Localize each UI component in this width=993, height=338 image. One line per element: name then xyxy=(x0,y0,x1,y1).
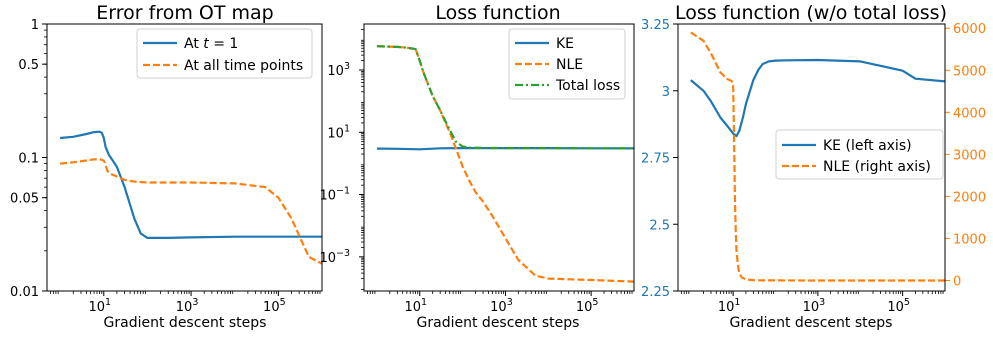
tick-label: 101 xyxy=(327,123,350,141)
chart-title: Error from OT map xyxy=(96,2,273,24)
plot-area: 101 103 105 1 0.5 0.1 0.05 0.01 xyxy=(10,18,323,315)
plot-area: 101 103 105 3.25 3 2.75 2.5 2.25 6000 5000 4000 300… xyxy=(641,18,986,315)
series-line-at-all-time-points xyxy=(59,158,322,265)
legend-box xyxy=(136,28,313,79)
axes-frame xyxy=(46,23,323,292)
x-axis-label: Gradient descent steps xyxy=(104,315,267,331)
x-axis-label: Gradient descent steps xyxy=(417,315,580,331)
chart-title: Loss function (w/o total loss) xyxy=(675,2,947,24)
axes-frame xyxy=(677,23,946,292)
legend-box xyxy=(508,28,626,100)
tick-label-right: 6000 xyxy=(953,22,986,37)
tick-label: 103 xyxy=(176,297,199,315)
legend-box xyxy=(775,129,944,180)
legend: KE (left axis) NLE (right axis) xyxy=(775,129,944,180)
series-line-total-loss xyxy=(376,45,634,150)
tick-label: 0.05 xyxy=(10,192,39,207)
tick-label: 0.01 xyxy=(10,285,39,300)
tick-label: 0.5 xyxy=(18,58,39,73)
tick-label-right: 2000 xyxy=(953,190,986,205)
legend-label-nle-right-axis: NLE (right axis) xyxy=(823,159,931,175)
tick-label: 10−3 xyxy=(319,248,350,266)
legend-label-ke: KE xyxy=(556,36,574,52)
series-line-nle-right-axis xyxy=(690,31,945,282)
tick-label: 1 xyxy=(31,18,39,33)
tick-label: 105 xyxy=(263,297,286,315)
tick-label-left: 3 xyxy=(662,85,670,100)
tick-label: 101 xyxy=(88,297,111,315)
tick-label-right: 0 xyxy=(953,274,961,289)
tick-label: 103 xyxy=(327,61,350,79)
tick-label-right: 5000 xyxy=(953,64,986,79)
legend: KE NLE Total loss xyxy=(508,28,626,100)
axes-frame xyxy=(363,23,635,292)
legend-label-nle: NLE xyxy=(556,57,583,73)
tick-label: 103 xyxy=(803,297,826,315)
series-line-at-t-1 xyxy=(60,130,322,239)
tick-label: 101 xyxy=(404,297,427,315)
tick-label-right: 1000 xyxy=(953,232,986,247)
tick-label-left: 2.5 xyxy=(649,218,670,233)
tick-label-right: 3000 xyxy=(953,148,986,163)
tick-label-left: 3.25 xyxy=(641,18,670,33)
tick-label: 105 xyxy=(887,297,910,315)
tick-label: 0.1 xyxy=(18,152,39,167)
tick-label-left: 2.25 xyxy=(641,285,670,300)
tick-label: 105 xyxy=(576,297,599,315)
tick-label: 103 xyxy=(490,297,513,315)
plot-area: 101 103 105 103 101 10−1 10−3 xyxy=(319,23,635,315)
legend-label-ke-left-axis: KE (left axis) xyxy=(823,138,912,154)
x-axis-label: Gradient descent steps xyxy=(730,315,893,331)
series-line-ke xyxy=(376,147,634,151)
tick-label: 101 xyxy=(718,297,741,315)
legend-label-at-all-time-points: At all time points xyxy=(184,58,303,74)
legend: At t = 1 At all time points xyxy=(136,28,313,79)
series-line-ke-left-axis xyxy=(690,58,945,138)
tick-label-left: 2.75 xyxy=(641,152,670,167)
legend-label-total-loss: Total loss xyxy=(555,78,620,94)
legend-label-at-t-1: At t = 1 xyxy=(184,36,238,52)
panel-error-from-ot-map: Error from OT map 101 103 105 1 0.5 0.1 0.05 0.… xyxy=(10,2,323,331)
tick-label-right: 4000 xyxy=(953,106,986,121)
panel-loss-function: Loss function 101 103 105 103 101 10−1 10−3 Gr… xyxy=(319,2,635,331)
tick-label: 10−1 xyxy=(319,186,350,204)
chart-title: Loss function xyxy=(435,2,560,24)
panel-loss-function-wo-total-loss: Loss function (w/o total loss) 101 103 105… xyxy=(641,2,986,331)
